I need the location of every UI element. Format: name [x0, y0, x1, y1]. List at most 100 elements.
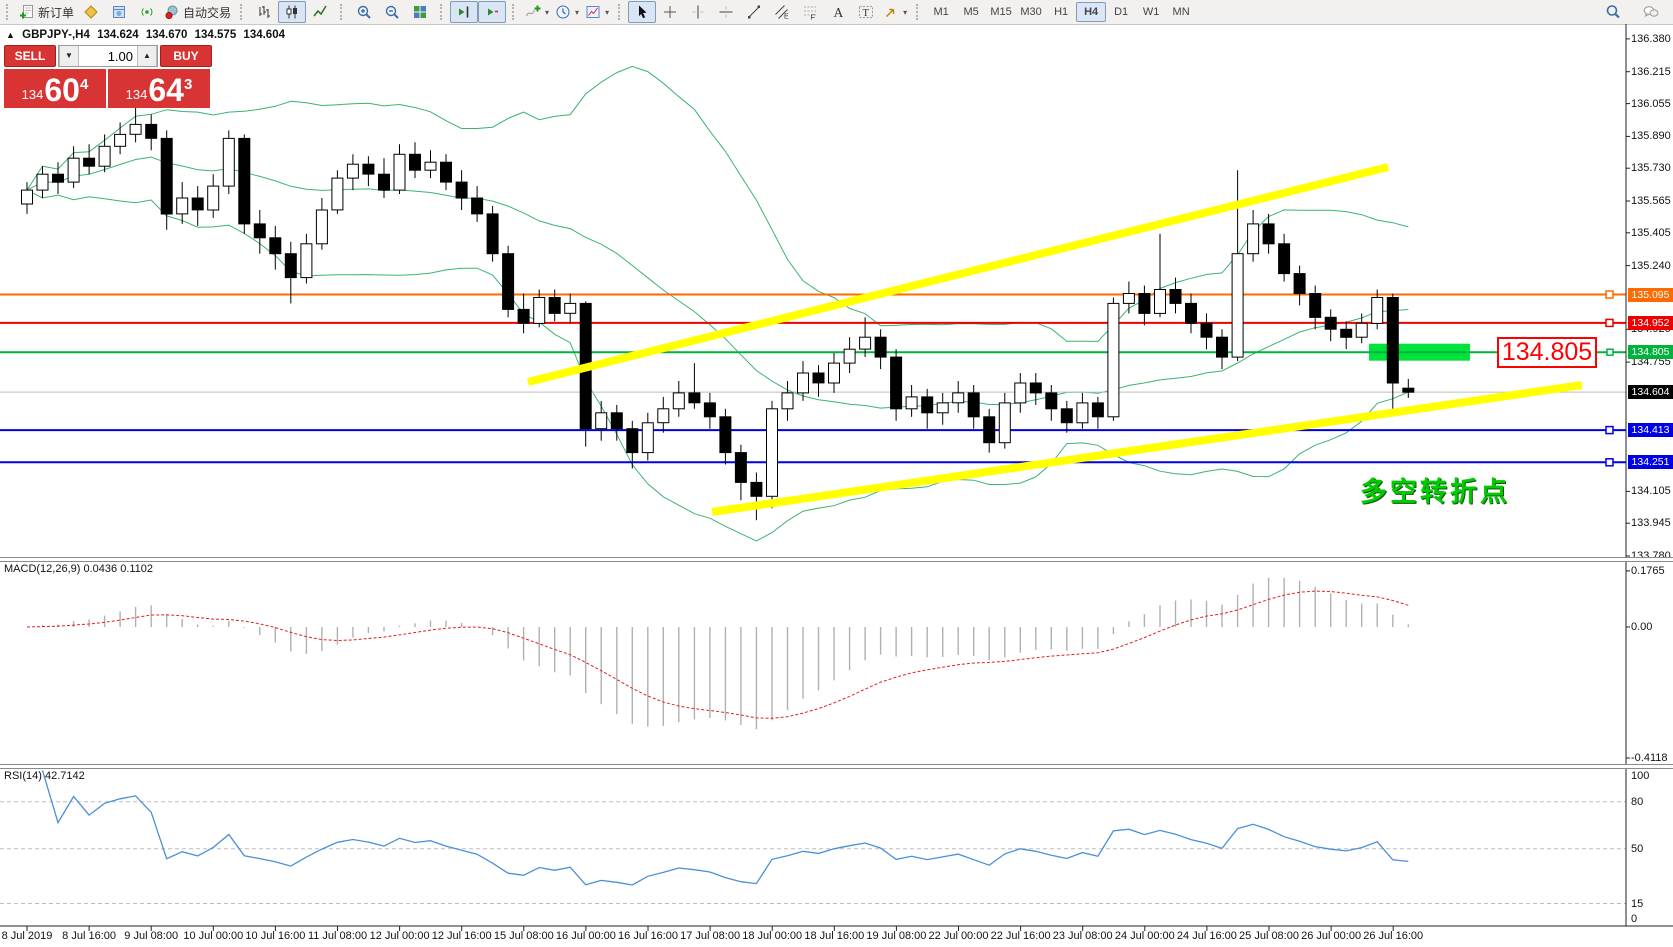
zoom-in-button[interactable]: [350, 1, 378, 23]
volume-input[interactable]: [79, 46, 137, 66]
chart-shift-button[interactable]: [450, 1, 479, 23]
timeframe-m5-button[interactable]: M5: [963, 6, 979, 18]
indicators-icon: [526, 5, 541, 17]
community-chat-button[interactable]: [1637, 1, 1665, 23]
price-axis-label: 135.240: [1631, 259, 1671, 272]
time-axis-label: 26 Jul 00:00: [1301, 930, 1362, 942]
tile-windows-button[interactable]: [406, 1, 434, 23]
time-axis-label: 26 Jul 16:00: [1363, 930, 1424, 942]
time-axis-label: 8 Jul 2019: [1, 930, 53, 942]
chevron-down-icon[interactable]: ▾: [903, 7, 908, 17]
buy-price-pips: 64: [148, 72, 184, 108]
timeframe-m30-button[interactable]: M30: [1020, 6, 1042, 18]
market-watch-button[interactable]: [105, 1, 133, 23]
price-axis-label: 135.565: [1631, 195, 1671, 207]
cursor-icon: [639, 5, 647, 19]
chevron-down-icon[interactable]: ▾: [605, 7, 610, 17]
indicators-button[interactable]: ▾: [522, 1, 552, 23]
search-icon: [1606, 5, 1620, 19]
sell-button[interactable]: SELL: [4, 45, 56, 67]
price-level-badge: 134.251: [1628, 455, 1673, 470]
timeframe-d1-button[interactable]: D1: [1114, 6, 1129, 18]
volume-decrease-button[interactable]: ▼: [59, 46, 79, 66]
buy-button[interactable]: BUY: [160, 45, 212, 67]
period-icon: [556, 5, 570, 19]
volume-increase-button[interactable]: ▲: [137, 46, 157, 66]
toolbar-grip[interactable]: [340, 4, 346, 20]
channel-icon: E: [775, 5, 789, 20]
line-chart-button[interactable]: [306, 1, 334, 23]
symbol-info-line: ▲ GBPJPY-,H4 134.624 134.670 134.575 134…: [6, 29, 289, 41]
toolbar-grip[interactable]: [6, 4, 12, 20]
autotrading-icon: [165, 5, 178, 19]
new-order-button[interactable]: 新订单: [16, 1, 77, 23]
toolbar-grip[interactable]: [240, 4, 246, 20]
price-axis-label: 136.055: [1631, 97, 1671, 110]
time-axis-label: 16 Jul 16:00: [618, 930, 678, 942]
metaeditor-button[interactable]: [77, 1, 105, 23]
timeframe-m1-button[interactable]: M1: [933, 6, 949, 18]
buy-price-point: 3: [183, 76, 193, 93]
zoom-out-button[interactable]: [378, 1, 406, 23]
equidistant-channel-button[interactable]: E: [768, 1, 796, 23]
main-macd-separator[interactable]: [0, 557, 1673, 562]
fibonacci-button[interactable]: F: [796, 1, 824, 23]
macd-axis-label: 0.1765: [1631, 564, 1665, 577]
lower-yellow-trendline: [711, 381, 1583, 516]
candlestick-chart-button[interactable]: [278, 1, 307, 23]
price-axis-label: 133.945: [1631, 517, 1671, 530]
templates-button[interactable]: ▾: [582, 1, 612, 23]
text-label-button[interactable]: T: [852, 1, 880, 23]
sell-price[interactable]: 134 60 4: [4, 69, 106, 108]
collapse-quote-panel-icon[interactable]: ▲: [6, 30, 15, 40]
timeframe-h4-button[interactable]: H4: [1076, 2, 1107, 22]
auto-scroll-button[interactable]: [478, 1, 507, 23]
chevron-down-icon[interactable]: ▾: [545, 7, 550, 17]
bar-chart-button[interactable]: [250, 1, 278, 23]
cursor-button[interactable]: [628, 1, 657, 23]
price-level-badge: 134.952: [1628, 315, 1673, 330]
timeframe-h1-button[interactable]: H1: [1054, 6, 1069, 18]
timeframe-w1-button[interactable]: W1: [1142, 6, 1160, 18]
time-axis-label: 16 Jul 00:00: [555, 930, 616, 942]
text-button[interactable]: A: [824, 1, 852, 23]
signals-button[interactable]: [133, 1, 161, 23]
sell-price-pips: 60: [44, 72, 80, 108]
chinese-annotation[interactable]: 多空转折点: [1360, 477, 1510, 507]
vertical-line-button[interactable]: [684, 1, 712, 23]
horizontal-line-button[interactable]: [712, 1, 740, 23]
search-button[interactable]: [1599, 1, 1627, 23]
crosshair-button[interactable]: [656, 1, 684, 23]
volume-stepper: ▼ ▲: [58, 45, 158, 67]
timeframe-m15-button[interactable]: M15: [990, 6, 1012, 18]
toolbar-grip[interactable]: [916, 4, 922, 20]
price-axis-label: 136.215: [1631, 65, 1671, 78]
time-axis-label: 23 Jul 08:00: [1052, 930, 1113, 942]
arrows-button[interactable]: ▾: [880, 1, 910, 23]
one-click-trading-panel: SELL ▼ ▲ BUY 134 60 4 134 64 3: [4, 45, 212, 108]
auto-scroll-icon: [488, 8, 499, 16]
trendline-button[interactable]: [740, 1, 768, 23]
price-callout-label[interactable]: 134.805: [1497, 337, 1597, 368]
periods-button[interactable]: ▾: [552, 1, 582, 23]
macd-axis-label: 0.00: [1631, 621, 1653, 633]
rsi-axis-label: 80: [1631, 795, 1644, 808]
time-axis-label: 10 Jul 16:00: [245, 930, 306, 942]
toolbar-grip[interactable]: [440, 4, 446, 20]
template-icon: [586, 6, 600, 18]
sell-price-point: 4: [79, 76, 89, 93]
toolbar-grip[interactable]: [512, 4, 518, 20]
time-axis-label: 19 Jul 08:00: [866, 930, 927, 942]
price-axis-label: 135.405: [1631, 226, 1671, 239]
chevron-down-icon[interactable]: ▾: [575, 7, 580, 17]
macd-rsi-separator[interactable]: [0, 764, 1673, 769]
time-axis-label: 18 Jul 00:00: [742, 930, 803, 942]
metaeditor-icon: [84, 5, 98, 19]
buy-price[interactable]: 134 64 3: [108, 69, 210, 108]
trendline-icon: [748, 5, 761, 19]
autotrading-button[interactable]: 自动交易: [161, 1, 234, 23]
timeframe-mn-button[interactable]: MN: [1172, 6, 1190, 18]
toolbar-grip[interactable]: [618, 4, 624, 20]
bar-open: 134.624: [97, 29, 139, 41]
